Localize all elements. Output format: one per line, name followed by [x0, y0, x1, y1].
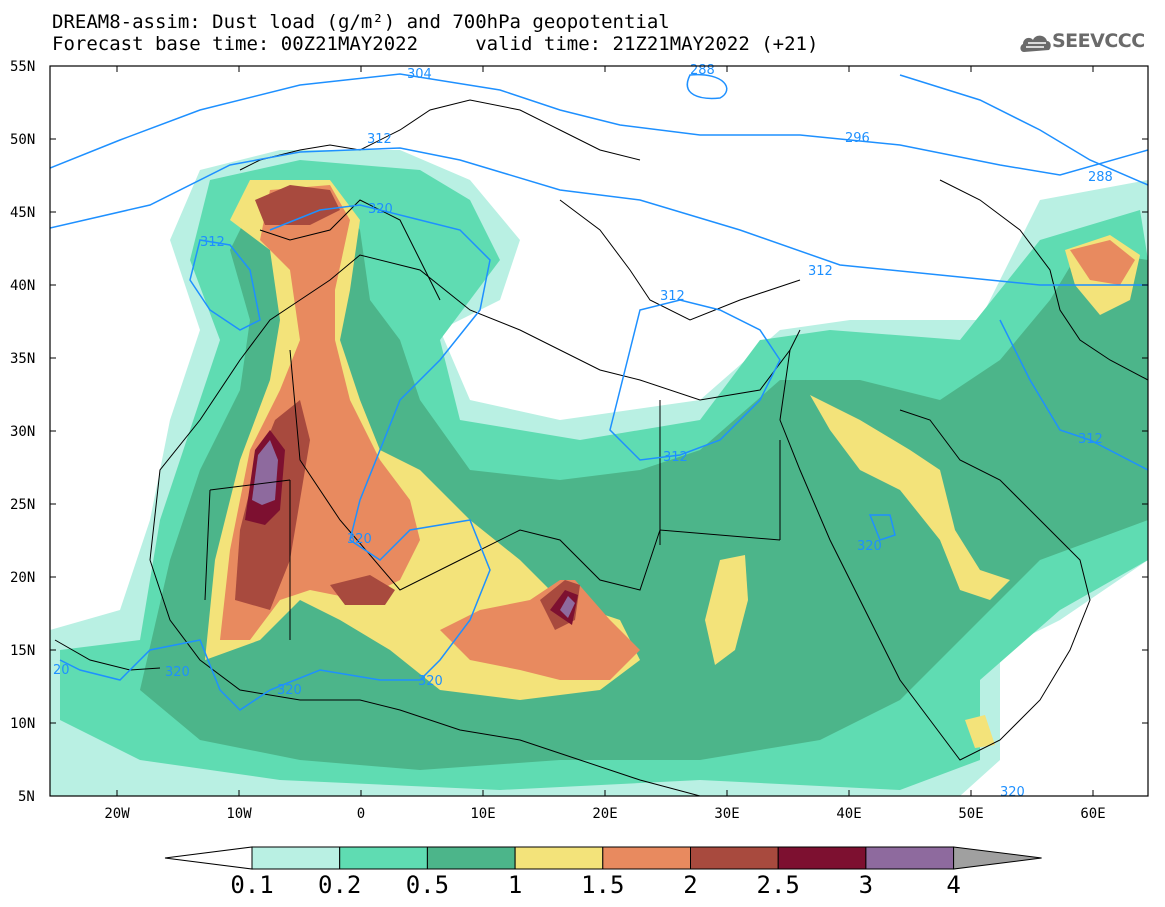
dust-band-1-arabia	[810, 395, 1010, 600]
contour-label: 320	[1000, 785, 1025, 800]
colorbar-tick-label: 1	[508, 871, 522, 899]
contour-label: 304	[407, 67, 432, 82]
lon-label: 50E	[958, 806, 983, 822]
contour-label: 312	[663, 450, 688, 465]
contour-label: 288	[690, 63, 715, 78]
lat-label: 20N	[10, 570, 35, 586]
dust-band-1-sudan	[705, 555, 748, 665]
colorbar-swatch	[777, 846, 867, 870]
colorbar-tick-label: 2	[683, 871, 697, 899]
map-title-line1: DREAM8-assim: Dust load (g/m²) and 700hP…	[52, 11, 670, 33]
lat-label: 25N	[10, 497, 35, 513]
colorbar-tick-label: 0.2	[318, 871, 361, 899]
lon-label: 20W	[104, 806, 130, 822]
contour-label: 312	[660, 289, 685, 304]
dust-band-1-5-chad	[440, 580, 640, 680]
dust-band-1-somalia	[965, 715, 995, 748]
dust-band-3-chad	[560, 596, 575, 618]
dust-fields	[50, 66, 1148, 796]
colorbar-arrow-left	[164, 846, 253, 870]
coastlines	[54, 99, 1148, 796]
colorbar-tick-label: 0.1	[230, 871, 273, 899]
dust-band-1-5-caspian	[1070, 240, 1135, 285]
longitude-labels: 20W 10W 0 10E 20E 30E 40E 50E 60E	[104, 806, 1105, 822]
lon-label: 20E	[592, 806, 617, 822]
lat-label: 15N	[10, 643, 35, 659]
colorbar: 0.1 0.2 0.5 1 1.5 2 2.5 3 4	[164, 846, 1042, 899]
lat-label: 10N	[10, 716, 35, 732]
contour-label: 20	[53, 663, 70, 678]
lat-label: 40N	[10, 278, 35, 294]
contour-label: 320	[165, 665, 190, 680]
contour-label: 312	[1078, 432, 1103, 447]
contour-label: 320	[277, 683, 302, 698]
colorbar-tick-label: 4	[946, 871, 960, 899]
contour-label: 320	[347, 532, 372, 547]
dust-band-3	[252, 440, 278, 505]
colorbar-tick-label: 1.5	[581, 871, 624, 899]
colorbar-swatch	[514, 846, 604, 870]
colorbar-swatch	[865, 846, 955, 870]
lon-label: 30E	[714, 806, 739, 822]
contour-label: 312	[367, 132, 392, 147]
contour-label: 312	[808, 264, 833, 279]
colorbar-arrow-right	[953, 846, 1042, 870]
contour-label: 296	[845, 131, 870, 146]
lon-label: 0	[357, 806, 365, 822]
contour-label: 320	[857, 539, 882, 554]
lat-label: 45N	[10, 205, 35, 221]
lon-label: 10E	[470, 806, 495, 822]
latitude-labels: 55N 50N 45N 40N 35N 30N 25N 20N 15N 10N …	[10, 59, 35, 805]
colorbar-swatch	[339, 846, 428, 870]
lon-label: 10W	[226, 806, 252, 822]
map-title-line2: Forecast base time: 00Z21MAY2022 valid t…	[52, 33, 819, 55]
lat-label: 35N	[10, 351, 35, 367]
colorbar-tick-label: 0.5	[406, 871, 449, 899]
colorbar-tick-label: 3	[859, 871, 873, 899]
dust-band-2-spain	[255, 185, 340, 225]
lat-label: 5N	[18, 789, 35, 805]
logo-text: SEEVCCC	[1052, 30, 1145, 52]
lon-label: 60E	[1080, 806, 1105, 822]
contour-label: 320	[418, 674, 443, 689]
lat-label: 30N	[10, 424, 35, 440]
colorbar-swatch	[426, 846, 516, 870]
lat-label: 50N	[10, 132, 35, 148]
lat-label: 55N	[10, 59, 35, 75]
colorbar-swatch	[251, 846, 341, 870]
colorbar-swatch	[602, 846, 691, 870]
contour-label: 288	[1088, 170, 1113, 185]
colorbar-tick-label: 2.5	[757, 871, 800, 899]
lat-ticks	[50, 65, 1148, 797]
colorbar-swatch	[690, 846, 779, 870]
contour-label: 320	[368, 202, 393, 217]
geopotential-contours	[50, 73, 1148, 711]
dust-band-2-niger	[330, 575, 395, 605]
cloud-logo-icon	[1020, 35, 1051, 52]
lon-label: 40E	[836, 806, 861, 822]
contour-labels: 304 288 312 296 312 320 288 312 312 312 …	[53, 63, 1113, 800]
contour-label: 312	[200, 235, 225, 250]
